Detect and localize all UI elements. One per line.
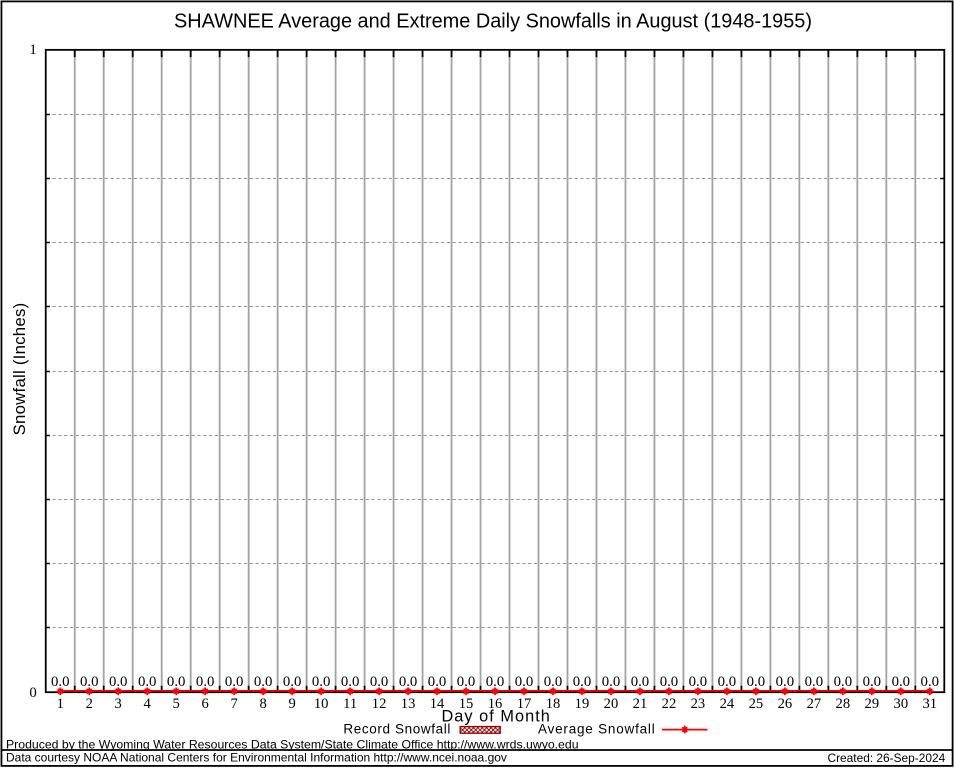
svg-text:0.0: 0.0 <box>689 674 708 690</box>
svg-text:Produced by the Wyoming Water: Produced by the Wyoming Water Resources … <box>6 737 579 751</box>
svg-text:0.0: 0.0 <box>283 674 302 690</box>
svg-text:0.0: 0.0 <box>196 674 215 690</box>
svg-text:27: 27 <box>807 696 822 712</box>
svg-text:12: 12 <box>372 696 387 712</box>
svg-text:0.0: 0.0 <box>167 674 186 690</box>
svg-text:10: 10 <box>314 696 329 712</box>
svg-text:0: 0 <box>29 685 36 701</box>
svg-text:0.0: 0.0 <box>544 674 563 690</box>
svg-text:0.0: 0.0 <box>138 674 157 690</box>
svg-text:28: 28 <box>836 696 851 712</box>
svg-text:13: 13 <box>401 696 416 712</box>
svg-text:0.0: 0.0 <box>341 674 360 690</box>
svg-text:0.0: 0.0 <box>805 674 824 690</box>
svg-text:2: 2 <box>86 696 93 712</box>
svg-text:Data courtesy NOAA National Ce: Data courtesy NOAA National Centers for … <box>6 750 507 764</box>
svg-text:6: 6 <box>202 696 209 712</box>
svg-text:0.0: 0.0 <box>254 674 273 690</box>
svg-text:0.0: 0.0 <box>573 674 592 690</box>
svg-text:Average Snowfall: Average Snowfall <box>538 721 655 736</box>
svg-text:31: 31 <box>923 696 938 712</box>
svg-text:8: 8 <box>259 696 266 712</box>
svg-text:Snowfall (Inches): Snowfall (Inches) <box>10 303 29 436</box>
svg-text:0.0: 0.0 <box>921 674 940 690</box>
svg-text:11: 11 <box>343 696 357 712</box>
svg-text:15: 15 <box>459 696 474 712</box>
svg-text:1: 1 <box>29 42 36 58</box>
svg-text:0.0: 0.0 <box>834 674 853 690</box>
svg-text:16: 16 <box>488 696 503 712</box>
svg-text:0.0: 0.0 <box>399 674 418 690</box>
svg-text:20: 20 <box>604 696 619 712</box>
svg-text:0.0: 0.0 <box>718 674 737 690</box>
svg-text:23: 23 <box>691 696 706 712</box>
svg-text:0.0: 0.0 <box>312 674 331 690</box>
svg-text:0.0: 0.0 <box>631 674 650 690</box>
svg-text:3: 3 <box>115 696 122 712</box>
svg-text:5: 5 <box>173 696 180 712</box>
svg-text:26: 26 <box>778 696 793 712</box>
svg-text:18: 18 <box>546 696 561 712</box>
svg-text:0.0: 0.0 <box>660 674 679 690</box>
svg-text:17: 17 <box>517 696 532 712</box>
svg-text:22: 22 <box>662 696 677 712</box>
svg-text:0.0: 0.0 <box>892 674 911 690</box>
svg-text:24: 24 <box>720 696 735 712</box>
svg-text:7: 7 <box>231 696 238 712</box>
svg-text:0.0: 0.0 <box>602 674 621 690</box>
svg-text:30: 30 <box>894 696 909 712</box>
svg-text:29: 29 <box>865 696 880 712</box>
svg-text:0.0: 0.0 <box>80 674 99 690</box>
svg-text:14: 14 <box>430 696 445 712</box>
svg-text:0.0: 0.0 <box>428 674 447 690</box>
svg-text:0.0: 0.0 <box>747 674 766 690</box>
svg-text:0.0: 0.0 <box>370 674 389 690</box>
svg-text:0.0: 0.0 <box>225 674 244 690</box>
svg-text:25: 25 <box>749 696 764 712</box>
svg-text:19: 19 <box>575 696 590 712</box>
svg-text:Record Snowfall: Record Snowfall <box>343 721 451 736</box>
svg-text:0.0: 0.0 <box>776 674 795 690</box>
svg-text:Day of Month: Day of Month <box>441 707 550 725</box>
svg-text:0.0: 0.0 <box>486 674 505 690</box>
svg-text:0.0: 0.0 <box>51 674 70 690</box>
svg-text:4: 4 <box>144 696 152 712</box>
svg-text:9: 9 <box>288 696 295 712</box>
svg-text:SHAWNEE Average and Extreme Da: SHAWNEE Average and Extreme Daily Snowfa… <box>174 11 812 33</box>
svg-text:0.0: 0.0 <box>863 674 882 690</box>
svg-text:1: 1 <box>57 696 64 712</box>
svg-text:0.0: 0.0 <box>457 674 476 690</box>
svg-text:21: 21 <box>633 696 648 712</box>
svg-text:Created: 26-Sep-2024: Created: 26-Sep-2024 <box>828 751 946 765</box>
svg-text:0.0: 0.0 <box>515 674 534 690</box>
svg-text:0.0: 0.0 <box>109 674 128 690</box>
